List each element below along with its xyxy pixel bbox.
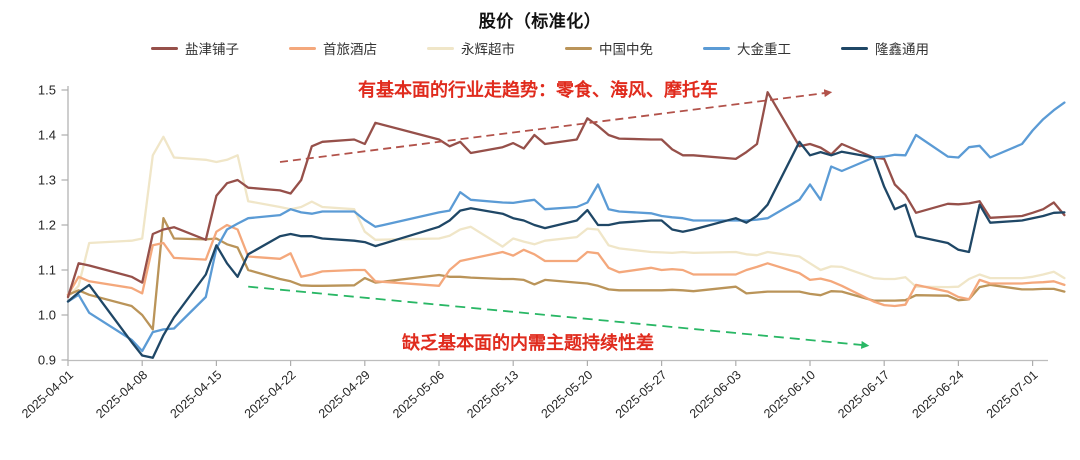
legend-label: 大金重工 <box>737 42 791 57</box>
series-line-永辉超市 <box>66 135 1066 299</box>
x-axis-tick-label: 2025-06-03 <box>687 368 744 421</box>
x-axis-tick-label: 2025-06-24 <box>910 368 967 421</box>
x-axis-tick-label: 2025-05-20 <box>539 368 596 421</box>
x-axis-tick-label: 2025-07-01 <box>984 368 1041 421</box>
x-axis-tick-label: 2025-04-22 <box>242 368 299 421</box>
chart-title: 股价（标准化） <box>478 12 602 31</box>
annotation-uptrend-text: 有基本面的行业走趋势：零食、海风、摩托车 <box>358 80 718 100</box>
legend-label: 中国中免 <box>599 42 653 57</box>
x-axis-tick-label: 2025-06-17 <box>835 368 892 421</box>
downtrend-arrow <box>248 285 870 349</box>
x-axis-tick-label: 2025-04-15 <box>168 368 225 421</box>
y-axis-tick-label: 1.5 <box>38 83 56 98</box>
y-axis-tick-label: 0.9 <box>38 353 56 368</box>
legend: 盐津铺子 首旅酒店 永辉超市 中国中免 大金重工 隆鑫通用 <box>0 38 1080 58</box>
x-axis-tick-label: 2025-06-10 <box>761 368 818 421</box>
annotation-downtrend-text: 缺乏基本面的内需主题持续性差 <box>402 333 654 353</box>
x-axis-tick-label: 2025-04-01 <box>19 368 76 421</box>
legend-label: 永辉超市 <box>461 42 515 57</box>
y-axis-tick-label: 1.0 <box>38 308 56 323</box>
legend-item-yonghuichaoshi: 永辉超市 <box>427 38 515 58</box>
x-axis-tick-label: 2025-05-13 <box>464 368 521 421</box>
legend-label: 首旅酒店 <box>323 42 377 57</box>
uptrend-arrow <box>279 89 833 163</box>
x-axis-tick-label: 2025-04-29 <box>316 368 373 421</box>
line-swatch-icon <box>151 46 178 50</box>
line-swatch-icon <box>565 46 592 50</box>
y-axis-tick-label: 1.1 <box>38 263 56 278</box>
line-swatch-icon <box>289 46 316 50</box>
legend-item-zhongguozhongmian: 中国中免 <box>565 38 653 58</box>
legend-label: 隆鑫通用 <box>875 42 929 57</box>
legend-item-dajinzhonggong: 大金重工 <box>703 38 791 58</box>
line-swatch-icon <box>427 46 454 50</box>
y-axis-tick-label: 1.3 <box>38 173 56 188</box>
series-line-隆鑫通用 <box>66 140 1066 359</box>
legend-item-yanjinpuzi: 盐津铺子 <box>151 38 239 58</box>
line-swatch-icon <box>841 46 868 50</box>
line-swatch-icon <box>703 46 730 50</box>
x-axis-tick-label: 2025-05-27 <box>613 368 670 421</box>
y-axis-tick-label: 1.2 <box>38 218 56 233</box>
series-line-中国中免 <box>66 217 1066 331</box>
legend-item-shoulvjiudian: 首旅酒店 <box>289 38 377 58</box>
x-axis-tick-label: 2025-05-06 <box>390 368 447 421</box>
legend-item-longxintongyong: 隆鑫通用 <box>841 38 929 58</box>
x-axis-tick-label: 2025-04-08 <box>93 368 150 421</box>
series-line-大金重工 <box>66 101 1066 353</box>
y-axis-tick-label: 1.4 <box>38 128 56 143</box>
series-line-盐津铺子 <box>66 91 1066 299</box>
legend-label: 盐津铺子 <box>185 42 239 57</box>
